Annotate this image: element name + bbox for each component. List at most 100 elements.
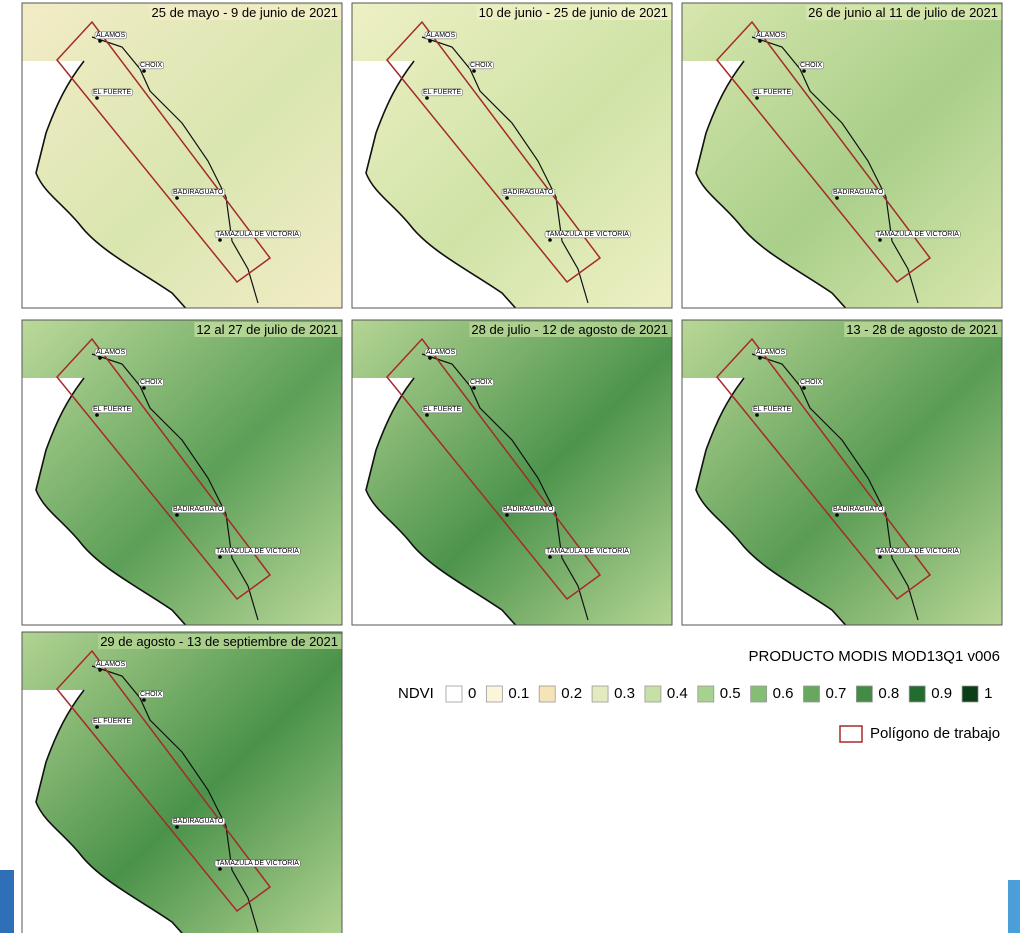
ndvi-class-label: 0.6 bbox=[773, 685, 794, 702]
ndvi-class-label: 0.2 bbox=[561, 685, 582, 702]
city-dot bbox=[758, 356, 762, 360]
city-label: CHOIX bbox=[140, 691, 163, 698]
ndvi-class-label: 0.4 bbox=[667, 685, 688, 702]
city-dot bbox=[218, 867, 222, 871]
city-label: CHOIX bbox=[800, 62, 823, 69]
city-label: BADIRAGUATO bbox=[173, 818, 224, 825]
city-dot bbox=[142, 698, 146, 702]
city-dot bbox=[505, 196, 509, 200]
city-dot bbox=[835, 513, 839, 517]
city-label: EL FUERTE bbox=[93, 718, 131, 725]
city-label: CHOIX bbox=[470, 62, 493, 69]
ndvi-swatch bbox=[804, 686, 820, 702]
city-dot bbox=[95, 725, 99, 729]
legend-title: PRODUCTO MODIS MOD13Q1 v006 bbox=[749, 648, 1000, 665]
city-dot bbox=[802, 386, 806, 390]
city-label: EL FUERTE bbox=[93, 89, 131, 96]
city-dot bbox=[98, 356, 102, 360]
panel-title: 29 de agosto - 13 de septiembre de 2021 bbox=[100, 634, 338, 649]
city-label: ALAMOS bbox=[96, 661, 126, 668]
city-dot bbox=[755, 413, 759, 417]
city-label: TAMAZULA DE VICTORIA bbox=[216, 231, 299, 238]
ndvi-swatch bbox=[539, 686, 555, 702]
city-label: EL FUERTE bbox=[423, 89, 461, 96]
panel-title: 26 de junio al 11 de julio de 2021 bbox=[808, 5, 998, 20]
ndvi-swatch bbox=[446, 686, 462, 702]
city-label: CHOIX bbox=[470, 379, 493, 386]
city-dot bbox=[548, 238, 552, 242]
city-dot bbox=[755, 96, 759, 100]
city-label: TAMAZULA DE VICTORIA bbox=[216, 860, 299, 867]
city-dot bbox=[95, 413, 99, 417]
ndvi-class-label: 1 bbox=[984, 685, 992, 702]
city-dot bbox=[835, 196, 839, 200]
map-panel: ALAMOS CHOIX EL FUERTE BADIRAGUATO TAMAZULA … bbox=[352, 3, 672, 313]
city-label: TAMAZULA DE VICTORIA bbox=[216, 548, 299, 555]
city-label: TAMAZULA DE VICTORIA bbox=[876, 548, 959, 555]
city-label: TAMAZULA DE VICTORIA bbox=[546, 231, 629, 238]
city-dot bbox=[98, 39, 102, 43]
city-label: TAMAZULA DE VICTORIA bbox=[546, 548, 629, 555]
city-label: TAMAZULA DE VICTORIA bbox=[876, 231, 959, 238]
city-dot bbox=[428, 39, 432, 43]
ndvi-swatch bbox=[486, 686, 502, 702]
panel-title: 13 - 28 de agosto de 2021 bbox=[846, 322, 998, 337]
city-label: CHOIX bbox=[140, 62, 163, 69]
city-label: BADIRAGUATO bbox=[173, 506, 224, 513]
city-dot bbox=[548, 555, 552, 559]
city-dot bbox=[218, 238, 222, 242]
ndvi-label: NDVI bbox=[398, 685, 434, 702]
city-label: ALAMOS bbox=[96, 32, 126, 39]
ndvi-class-label: 0.8 bbox=[878, 685, 899, 702]
panel-title: 10 de junio - 25 de junio de 2021 bbox=[479, 5, 668, 20]
ndvi-swatch bbox=[909, 686, 925, 702]
polygon-label: Polígono de trabajo bbox=[870, 725, 1000, 742]
city-label: EL FUERTE bbox=[93, 406, 131, 413]
city-label: ALAMOS bbox=[96, 349, 126, 356]
ndvi-swatch bbox=[856, 686, 872, 702]
city-label: BADIRAGUATO bbox=[833, 189, 884, 196]
ndvi-class-label: 0.3 bbox=[614, 685, 635, 702]
ndvi-class-label: 0.9 bbox=[931, 685, 952, 702]
city-label: ALAMOS bbox=[426, 32, 456, 39]
map-panel: ALAMOS CHOIX EL FUERTE BADIRAGUATO TAMAZULA … bbox=[22, 3, 342, 313]
city-dot bbox=[878, 238, 882, 242]
map-panel: ALAMOSCHOIXEL FUERTEBADIRAGUATOTAMAZULA … bbox=[682, 320, 1002, 630]
city-dot bbox=[878, 555, 882, 559]
ndvi-class-label: 0.7 bbox=[826, 685, 847, 702]
city-dot bbox=[428, 356, 432, 360]
city-dot bbox=[505, 513, 509, 517]
city-dot bbox=[98, 668, 102, 672]
city-dot bbox=[758, 39, 762, 43]
city-label: CHOIX bbox=[800, 379, 823, 386]
city-label: ALAMOS bbox=[756, 349, 786, 356]
ndvi-class-label: 0.5 bbox=[720, 685, 741, 702]
map-panel: ALAMOS CHOIX EL FUERTE BADIRAGUATO TAMAZULA … bbox=[22, 320, 342, 630]
city-dot bbox=[472, 69, 476, 73]
city-label: ALAMOS bbox=[756, 32, 786, 39]
city-dot bbox=[802, 69, 806, 73]
slide-edge bbox=[1008, 880, 1020, 933]
city-dot bbox=[425, 413, 429, 417]
city-label: EL FUERTE bbox=[753, 406, 791, 413]
city-label: EL FUERTE bbox=[423, 406, 461, 413]
ndvi-swatch bbox=[592, 686, 608, 702]
city-label: ALAMOS bbox=[426, 349, 456, 356]
city-dot bbox=[425, 96, 429, 100]
city-dot bbox=[142, 69, 146, 73]
city-dot bbox=[175, 825, 179, 829]
city-label: BADIRAGUATO bbox=[173, 189, 224, 196]
ndvi-swatch bbox=[751, 686, 767, 702]
city-label: EL FUERTE bbox=[753, 89, 791, 96]
city-dot bbox=[218, 555, 222, 559]
slide-edge bbox=[0, 870, 14, 933]
panel-title: 12 al 27 de julio de 2021 bbox=[196, 322, 338, 337]
city-dot bbox=[142, 386, 146, 390]
map-panel: ALAMOS CHOIX EL FUERTE BADIRAGUATO TAMAZULA … bbox=[22, 632, 342, 933]
figure: PRODUCTO MODIS MOD13Q1 v006 NDVI Polígon… bbox=[0, 0, 1020, 933]
city-dot bbox=[175, 196, 179, 200]
ndvi-class-label: 0 bbox=[468, 685, 476, 702]
city-label: BADIRAGUATO bbox=[503, 189, 554, 196]
city-label: CHOIX bbox=[140, 379, 163, 386]
